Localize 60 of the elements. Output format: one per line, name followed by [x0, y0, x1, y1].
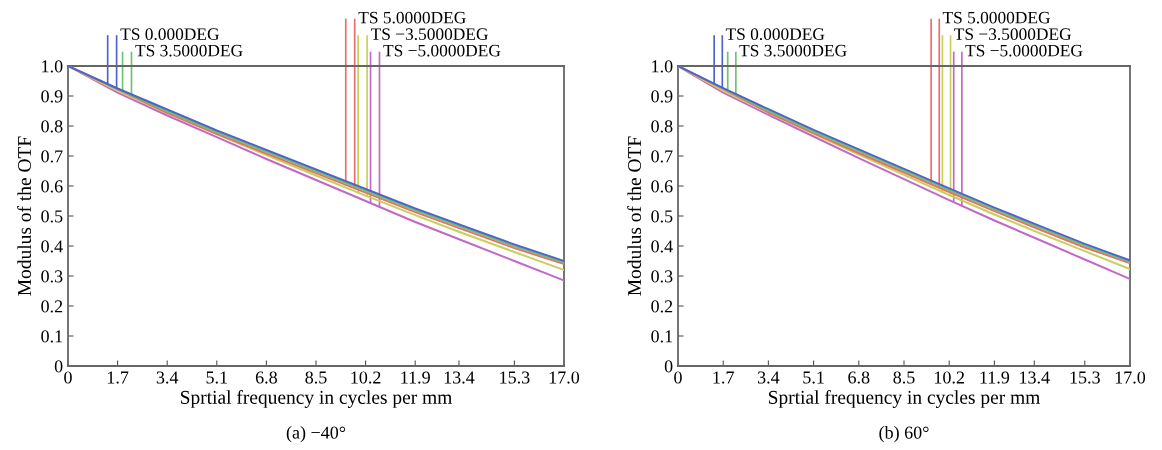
y-tick-label: 0 [54, 360, 63, 373]
text: TS 0.000DEG [725, 28, 825, 41]
y-tick-label: 0.1 [41, 330, 63, 343]
text: (b) 60° [879, 426, 929, 443]
text: TS 3.5000DEG [135, 44, 243, 57]
y-tick-label: 0.8 [651, 120, 673, 133]
text: TS 5.0000DEG [358, 11, 466, 24]
text: TS −5.0000DEG [965, 44, 1083, 57]
y-tick-label: 0.6 [651, 180, 673, 193]
y-tick-label: 1.0 [652, 60, 673, 73]
x-tick-label: 5.1 [206, 371, 227, 384]
x-tick-label: 13.4 [1020, 371, 1050, 384]
y-tick-label: 0.3 [41, 270, 63, 283]
x-tick-label: 17.0 [1115, 371, 1146, 384]
x-tick-label: 10.2 [934, 371, 964, 384]
x-tick-label: 8.5 [305, 371, 327, 384]
y-tick-label: 0.5 [41, 210, 63, 223]
x-tick-label: 11.9 [980, 371, 1010, 384]
text: (a) −40° [286, 426, 346, 443]
x-tick-label: 6.8 [848, 371, 870, 384]
y-tick-label: 0.7 [651, 150, 673, 163]
y-tick-label: 0.2 [651, 300, 673, 313]
text: TS −3.5000DEG [954, 28, 1072, 41]
x-axis-title: Sprtial frequency in cycles per mm [768, 390, 1041, 408]
y-tick-label: 0.1 [651, 330, 673, 343]
y-tick-label: 0.3 [651, 270, 673, 283]
y-tick-label: 0.2 [41, 300, 63, 313]
x-tick-label: 0 [674, 371, 682, 384]
x-tick-label: 13.4 [444, 371, 475, 384]
y-tick-label: 0.8 [41, 120, 63, 133]
x-axis-title: Sprtial frequency in cycles per mm [180, 390, 453, 408]
x-tick-label: 1.7 [713, 371, 734, 384]
text: TS 3.5000DEG [739, 44, 847, 57]
x-tick-label: 15.3 [1070, 371, 1100, 384]
x-tick-label: 10.2 [351, 371, 381, 384]
y-axis-title: Modulus of the OTF [17, 136, 32, 296]
x-tick-label: 3.4 [156, 371, 179, 384]
x-tick-label: 15.3 [500, 371, 530, 384]
y-tick-label: 1.0 [42, 60, 63, 73]
x-tick-label: 11.9 [401, 371, 430, 384]
x-tick-label: 6.8 [255, 371, 277, 384]
y-tick-label: 0.9 [651, 90, 673, 103]
x-tick-label: 1.7 [107, 371, 129, 384]
y-axis-title: Modulus of the OTF [627, 136, 642, 296]
y-tick-label: 0.9 [41, 90, 63, 103]
x-tick-label: 3.4 [757, 371, 780, 384]
x-tick-label: 17.0 [549, 371, 580, 384]
y-tick-label: 0.7 [41, 150, 63, 163]
x-tick-label: 5.1 [803, 371, 824, 384]
y-tick-label: 0.4 [651, 240, 673, 253]
text: TS 0.000DEG [120, 28, 219, 41]
x-tick-label: 0 [64, 371, 72, 384]
text: TS 5.0000DEG [942, 11, 1050, 24]
y-tick-label: 0.5 [651, 210, 673, 223]
text: TS −5.0000DEG [383, 44, 501, 57]
y-tick-label: 0.6 [41, 180, 63, 193]
x-tick-label: 8.5 [893, 371, 915, 384]
text: TS −3.5000DEG [370, 28, 488, 41]
y-tick-label: 0.4 [41, 240, 63, 253]
y-tick-label: 0 [664, 360, 673, 373]
